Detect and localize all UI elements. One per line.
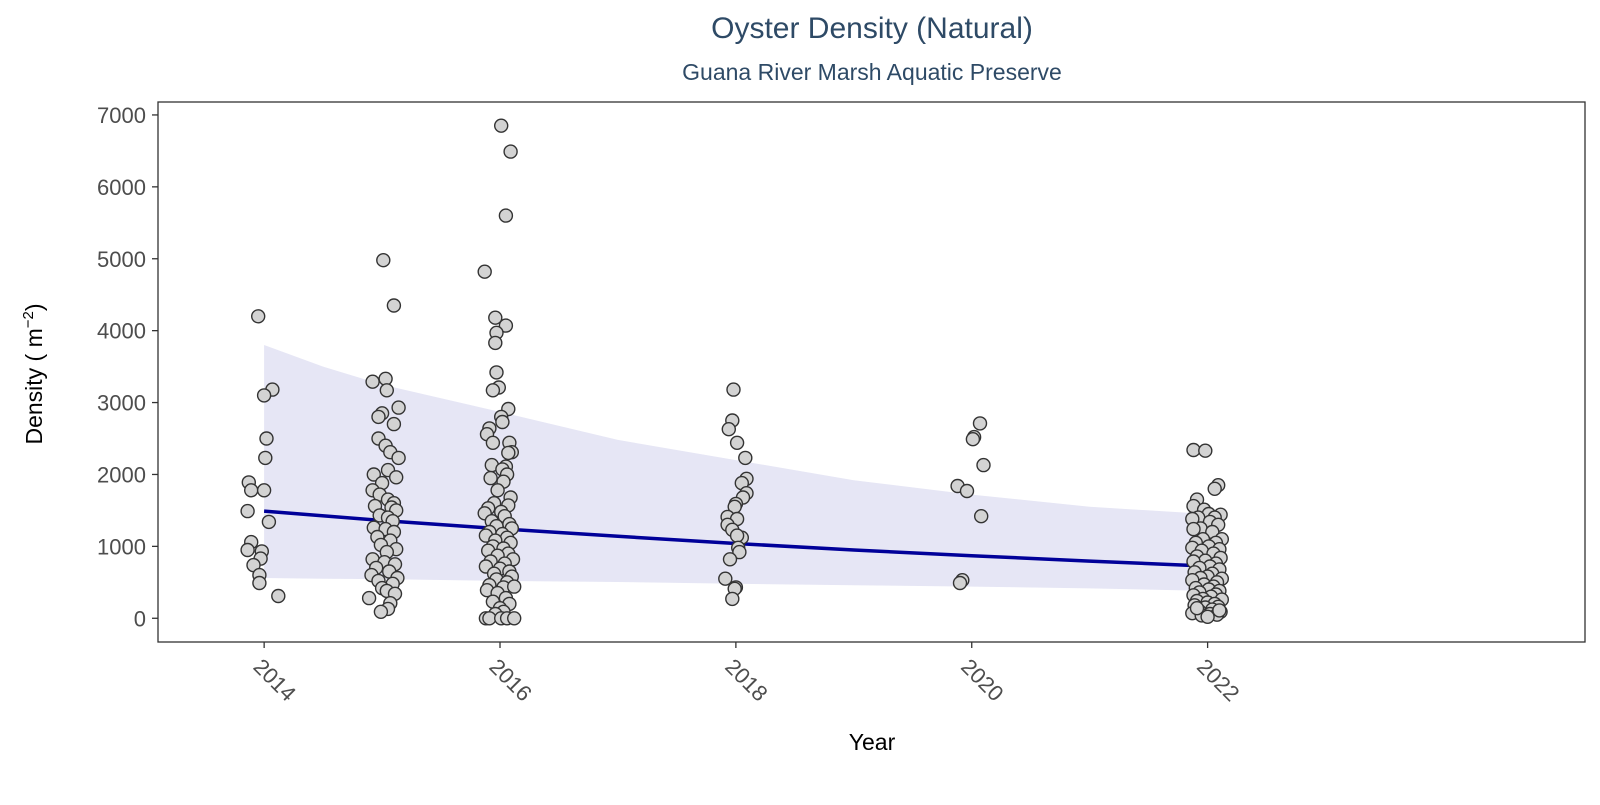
data-point (721, 422, 736, 437)
data-point (256, 483, 272, 498)
data-point (485, 435, 501, 450)
data-point (389, 470, 404, 485)
data-point (1186, 521, 1201, 537)
x-axis: 2014 2016 2018 2020 2022 (249, 642, 1244, 706)
data-point (972, 416, 988, 431)
data-point (485, 383, 501, 398)
data-point (259, 431, 274, 446)
y-axis-title: Density ( m−2) (20, 303, 47, 444)
y-tick-label: 5000 (97, 247, 146, 272)
chart-title: Oyster Density (Natural) (711, 12, 1033, 45)
x-axis-title: Year (849, 729, 896, 755)
data-points-layer (240, 118, 1230, 626)
data-point (366, 467, 381, 482)
data-point (261, 514, 277, 530)
data-point (379, 383, 394, 398)
y-axis: 0 1000 2000 3000 4000 5000 6000 7000 (97, 103, 158, 631)
y-axis-title-close: ) (21, 303, 47, 311)
y-tick-label: 2000 (97, 462, 146, 487)
data-point (507, 579, 522, 594)
data-point (482, 611, 497, 626)
x-tick-label: 2020 (956, 654, 1008, 706)
data-point (976, 457, 991, 473)
data-point (1189, 601, 1205, 616)
x-tick-label: 2022 (1192, 654, 1244, 706)
x-tick-label: 2014 (249, 654, 301, 706)
data-point (959, 483, 975, 499)
data-point (256, 388, 272, 403)
data-point (718, 571, 733, 586)
data-point (386, 416, 402, 432)
y-axis-title-superscript: −2 (20, 311, 37, 328)
data-point (373, 604, 389, 619)
y-tick-label: 3000 (97, 391, 146, 416)
plot-panel-border (157, 101, 1586, 643)
data-point (483, 470, 498, 486)
data-point (952, 575, 968, 591)
data-point (965, 432, 981, 447)
data-point (391, 450, 406, 466)
data-point (1200, 609, 1215, 624)
data-point (501, 445, 516, 461)
y-tick-label: 0 (134, 606, 146, 631)
y-tick-label: 4000 (97, 319, 146, 344)
data-point (1186, 442, 1201, 458)
data-point (495, 414, 510, 430)
data-point (477, 264, 492, 279)
y-tick-label: 1000 (97, 534, 146, 559)
data-point (391, 400, 406, 415)
data-point (488, 335, 503, 351)
data-point (974, 509, 989, 524)
data-point (503, 144, 518, 159)
y-axis-title-main: Density ( m (21, 328, 47, 444)
data-point (498, 208, 514, 223)
data-point (488, 310, 503, 325)
data-point (498, 318, 514, 333)
data-point (243, 483, 259, 498)
data-point (729, 435, 745, 450)
data-point (258, 450, 273, 466)
data-point (1198, 443, 1213, 458)
data-point (490, 483, 505, 498)
data-point (376, 253, 391, 268)
data-point (371, 409, 386, 425)
data-point (494, 118, 509, 133)
x-tick-label: 2018 (720, 654, 772, 706)
data-point (252, 575, 267, 591)
data-point (726, 382, 741, 397)
y-tick-label: 7000 (97, 103, 146, 128)
data-point (1212, 603, 1227, 618)
data-point (738, 450, 753, 466)
chart-subtitle: Guana River Marsh Aquatic Preserve (682, 59, 1062, 85)
data-point (489, 365, 504, 380)
data-point (365, 374, 380, 389)
data-point (507, 611, 522, 626)
data-point (386, 298, 402, 313)
data-point (361, 590, 377, 606)
y-tick-label: 6000 (97, 175, 146, 200)
data-point (1207, 481, 1222, 496)
data-point (251, 309, 266, 324)
data-point (240, 542, 255, 558)
data-point (729, 528, 745, 543)
data-point (732, 544, 747, 560)
data-point (271, 588, 286, 604)
data-point (240, 503, 255, 519)
data-point (725, 591, 740, 607)
x-tick-label: 2016 (484, 654, 536, 706)
data-point (722, 552, 738, 567)
